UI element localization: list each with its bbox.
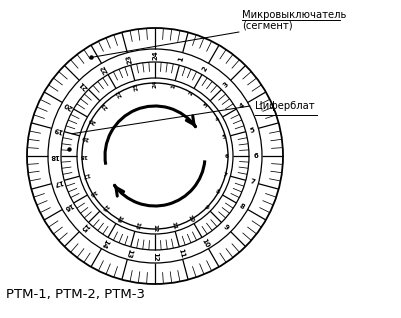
Text: 2: 2 [187, 91, 194, 97]
Text: 23: 23 [125, 53, 133, 64]
Text: 11: 11 [170, 221, 177, 230]
Text: 16: 16 [87, 188, 97, 196]
Text: 10: 10 [200, 237, 210, 249]
Text: 5: 5 [248, 127, 255, 134]
Text: 8: 8 [214, 189, 220, 195]
Text: 3: 3 [222, 81, 229, 89]
Text: 24: 24 [152, 80, 157, 88]
Text: 9: 9 [202, 204, 209, 210]
Text: 21: 21 [78, 80, 89, 90]
Text: 19: 19 [52, 126, 63, 134]
Text: 14: 14 [115, 213, 123, 223]
Text: 13: 13 [133, 221, 140, 230]
Text: 22: 22 [99, 63, 109, 75]
Text: 6: 6 [253, 153, 257, 159]
Text: 17: 17 [52, 178, 63, 186]
Text: 18: 18 [79, 154, 87, 158]
Text: 4: 4 [238, 102, 245, 110]
Text: 7: 7 [248, 178, 255, 185]
Text: 3: 3 [202, 102, 209, 108]
Text: Микровыключатель: Микровыключатель [241, 10, 346, 20]
Text: 15: 15 [99, 202, 109, 211]
Text: 12: 12 [152, 252, 158, 261]
Text: 1: 1 [177, 56, 184, 62]
Text: 1: 1 [170, 84, 176, 89]
Text: 9: 9 [222, 223, 229, 231]
Text: 8: 8 [238, 203, 245, 210]
Text: 21: 21 [99, 100, 109, 110]
Text: 12: 12 [152, 224, 157, 232]
Text: 20: 20 [88, 116, 97, 124]
Text: 6: 6 [225, 154, 229, 158]
Text: 20: 20 [62, 101, 73, 111]
Text: 4: 4 [214, 117, 220, 123]
Text: 23: 23 [133, 82, 140, 91]
Text: 17: 17 [81, 171, 90, 178]
Text: 2: 2 [201, 66, 209, 73]
Text: (сегмент): (сегмент) [241, 21, 292, 31]
Text: 7: 7 [221, 172, 227, 177]
Text: РТМ-1, РТМ-2, РТМ-3: РТМ-1, РТМ-2, РТМ-3 [6, 288, 145, 301]
Text: 10: 10 [186, 214, 195, 223]
Text: 15: 15 [78, 222, 89, 232]
Text: 22: 22 [115, 89, 123, 99]
Text: 19: 19 [81, 134, 90, 141]
Text: 24: 24 [152, 51, 158, 60]
Text: 11: 11 [176, 248, 185, 259]
Text: 5: 5 [221, 135, 227, 140]
Text: 13: 13 [125, 248, 133, 259]
Text: 16: 16 [62, 201, 73, 211]
Text: 18: 18 [49, 153, 59, 159]
Text: 14: 14 [99, 237, 109, 249]
Text: Циферблат: Циферблат [254, 101, 314, 111]
